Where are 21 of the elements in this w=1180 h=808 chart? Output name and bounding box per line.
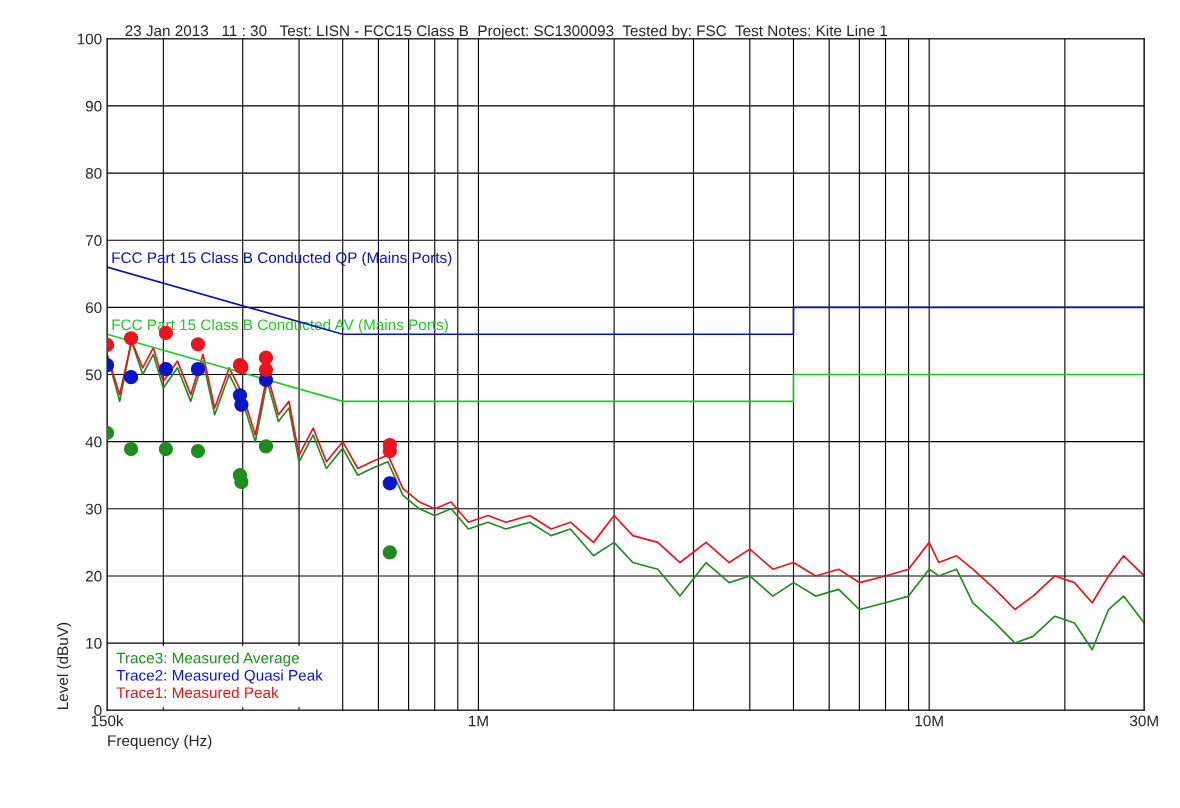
y-tick-label: 50 — [85, 369, 102, 381]
y-tick-label: 20 — [85, 570, 102, 582]
x-tick-label: 10M — [915, 715, 943, 727]
y-tick-label: 80 — [85, 167, 102, 179]
x-tick-label: 30M — [1129, 715, 1158, 727]
text: Trace2: Measured Quasi Peak — [116, 669, 323, 684]
chart-title: 23 Jan 2013 11 : 30 Test: LISN - FCC15 Class B Project: SC1300093 Tested by: FSC Test Notes: Kite Line 1 — [125, 24, 888, 40]
x-tick-label: 1M — [468, 715, 488, 727]
y-tick-label: 10 — [86, 637, 102, 649]
y-tick-label: 90 — [85, 100, 102, 112]
y-tick-label: 60 — [85, 302, 102, 314]
y-tick-label: 30 — [85, 503, 102, 515]
y-tick-label: 40 — [85, 436, 102, 448]
x-tick-label: 150k — [91, 715, 124, 727]
text: Trace1: Measured Peak — [116, 686, 279, 699]
y-axis-title: Level (dBuV) — [56, 622, 72, 709]
y-tick-label: 100 — [77, 33, 102, 45]
y-tick-label: 70 — [85, 235, 102, 246]
x-axis-title: Frequency (Hz) — [108, 734, 212, 750]
text: Trace3: Measured Average — [116, 652, 299, 667]
y-tick-label: 0 — [94, 705, 102, 716]
